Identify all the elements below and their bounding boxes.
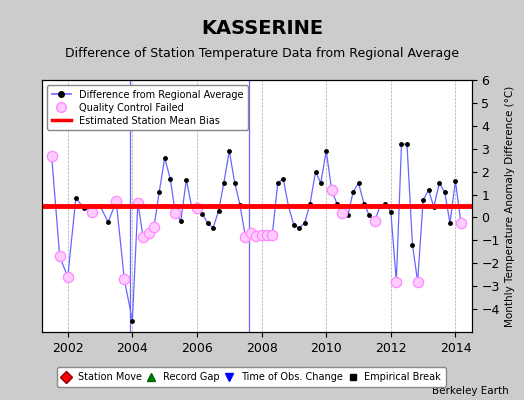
Point bbox=[150, 224, 158, 230]
Point bbox=[257, 232, 266, 238]
Point bbox=[370, 218, 379, 224]
Point bbox=[88, 208, 96, 215]
Point bbox=[338, 210, 346, 216]
Point bbox=[328, 187, 336, 193]
Legend: Difference from Regional Average, Quality Control Failed, Estimated Station Mean: Difference from Regional Average, Qualit… bbox=[47, 85, 248, 130]
Text: KASSERINE: KASSERINE bbox=[201, 18, 323, 38]
Text: Difference of Station Temperature Data from Regional Average: Difference of Station Temperature Data f… bbox=[65, 48, 459, 60]
Point bbox=[247, 230, 255, 237]
Point bbox=[171, 210, 180, 216]
Point bbox=[263, 232, 271, 238]
Point bbox=[47, 152, 56, 159]
Point bbox=[144, 230, 152, 237]
Legend: Station Move, Record Gap, Time of Obs. Change, Empirical Break: Station Move, Record Gap, Time of Obs. C… bbox=[57, 368, 446, 387]
Point bbox=[268, 232, 277, 238]
Point bbox=[134, 199, 142, 206]
Point bbox=[120, 276, 128, 282]
Point bbox=[413, 278, 422, 285]
Point bbox=[252, 232, 260, 239]
Point bbox=[392, 278, 400, 285]
Point bbox=[457, 220, 465, 226]
Point bbox=[193, 205, 201, 212]
Point bbox=[241, 234, 249, 240]
Point bbox=[139, 234, 147, 240]
Point bbox=[112, 198, 121, 205]
Text: Berkeley Earth: Berkeley Earth bbox=[432, 386, 508, 396]
Y-axis label: Monthly Temperature Anomaly Difference (°C): Monthly Temperature Anomaly Difference (… bbox=[505, 85, 515, 327]
Point bbox=[56, 253, 64, 260]
Point bbox=[63, 274, 72, 280]
